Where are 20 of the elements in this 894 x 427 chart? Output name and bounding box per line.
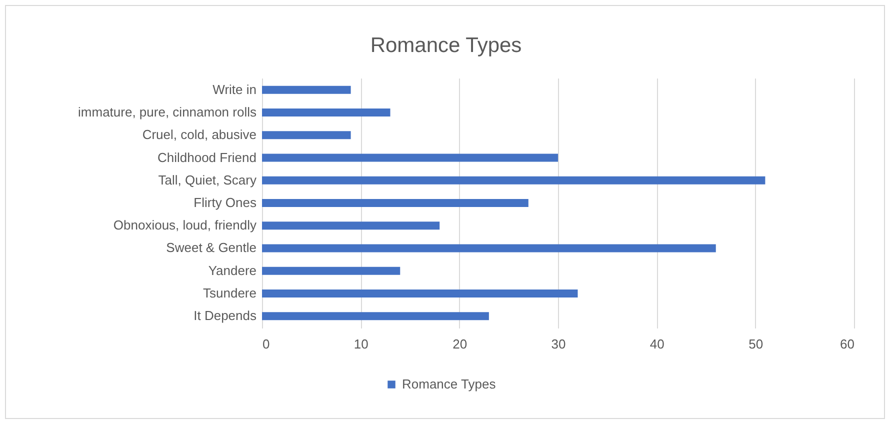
x-tick-label: 20 — [452, 336, 468, 352]
x-tick-label: 30 — [551, 336, 566, 352]
y-tick-label: Flirty Ones — [194, 195, 257, 210]
x-tick-label: 40 — [650, 336, 664, 352]
y-tick-label: Cruel, cold, abusive — [142, 127, 256, 142]
x-tick-label: 10 — [354, 336, 368, 352]
x-tick-label: 0 — [262, 336, 270, 352]
y-tick-label: It Depends — [194, 308, 257, 324]
y-tick-label: Yandere — [208, 262, 256, 278]
legend-label: Romance Types — [402, 376, 496, 392]
y-tick-label: Write in — [212, 82, 256, 97]
x-tick-label: 50 — [748, 336, 764, 352]
y-tick-label: Tall, Quiet, Scary — [158, 172, 257, 188]
y-tick-label: immature, pure, cinnamon rolls — [78, 104, 257, 120]
x-tick-label: 60 — [840, 336, 854, 352]
y-tick-label: Sweet & Gentle — [166, 240, 256, 256]
y-tick-label: Tsundere — [203, 286, 256, 300]
y-tick-label: Childhood Friend — [157, 150, 256, 165]
y-tick-label: Obnoxious, loud, friendly — [113, 218, 257, 233]
chart-title: Romance Types — [370, 34, 522, 57]
